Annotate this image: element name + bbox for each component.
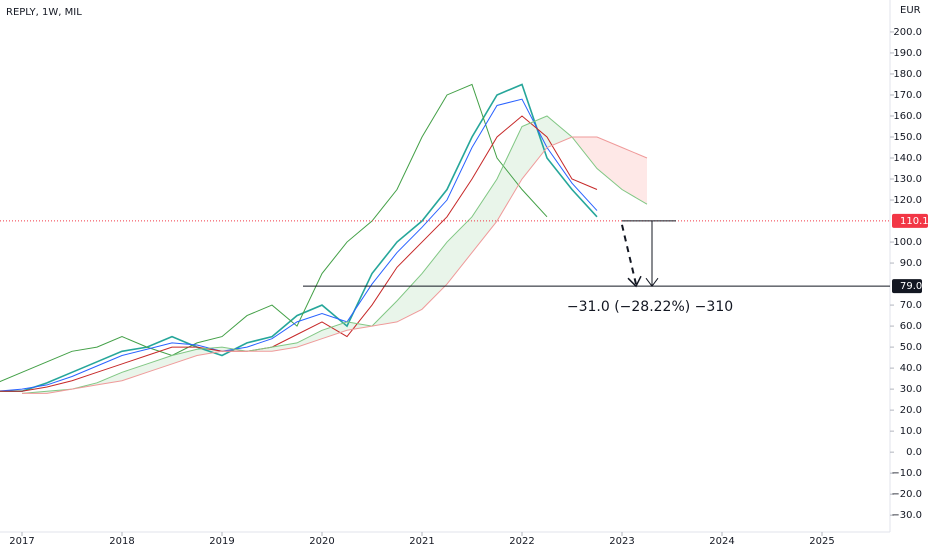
cloud-segment [597,136,622,190]
target-tag [892,279,922,294]
cloud-segment [297,330,322,348]
x-tick-label: 2024 [709,536,734,547]
y-tick-label: 0.0 [906,447,922,458]
last-price-label: 110.1 [900,216,929,227]
y-tick-label: 200.0 [893,27,922,38]
series-line [0,115,598,392]
cloud-segment [472,179,497,253]
cloud-segment [322,321,347,339]
series-line [0,83,598,393]
y-tick-label: 30.0 [900,384,922,395]
cloud-segment [447,216,472,285]
cloud-segment [272,342,297,352]
x-tick-label: 2021 [409,536,434,547]
cloud-segment [547,115,572,148]
cloud-segment [397,273,422,322]
forecast-arrow-head [627,275,642,288]
y-tick-label: 130.0 [893,174,922,185]
x-tick-label: 2022 [509,536,534,547]
y-tick-label: 20.0 [900,405,922,416]
y-tick-label: 90.0 [900,258,922,269]
x-tick-label: 2019 [209,536,234,547]
series-line [21,115,648,394]
series-line [0,98,598,392]
y-tick-label: 50.0 [900,342,922,353]
chart-title: REPLY, 1W, MIL [6,7,82,18]
y-tick-label: 70.0 [900,300,922,311]
y-tick-label: −10.0 [891,468,922,479]
y-tick-label: 10.0 [900,426,922,437]
cloud-segment [172,349,197,364]
cloud-segment [622,147,647,205]
y-tick-label: 40.0 [900,363,922,374]
x-tick-label: 2023 [609,536,634,547]
series-line [22,136,648,394]
y-tick-label: 120.0 [893,195,922,206]
y-unit: EUR [900,5,921,16]
x-tick-label: 2017 [9,536,34,547]
y-tick-label: 170.0 [893,90,922,101]
cloud-segment [122,363,147,381]
y-tick-label: 140.0 [893,153,922,164]
y-tick-label: 100.0 [893,237,922,248]
x-tick-label: 2018 [109,536,134,547]
y-tick-label: −20.0 [891,489,922,500]
y-tick-label: 160.0 [893,111,922,122]
last-price-tag [892,213,928,228]
x-tick-label: 2020 [309,536,334,547]
y-tick-label: 150.0 [893,132,922,143]
y-tick-label: 180.0 [893,69,922,80]
y-tick-label: 60.0 [900,321,922,332]
measure-label: −31.0 (−28.22%) −310 [567,299,733,315]
cloud-segment [147,355,172,373]
series-line [0,83,548,383]
y-tick-label: −30.0 [891,510,922,521]
y-tick-label: 190.0 [893,48,922,59]
x-tick-label: 2025 [809,536,834,547]
cloud-segment [422,242,447,310]
target-label: 79.0 [900,281,922,292]
measure-arrow [645,277,659,288]
